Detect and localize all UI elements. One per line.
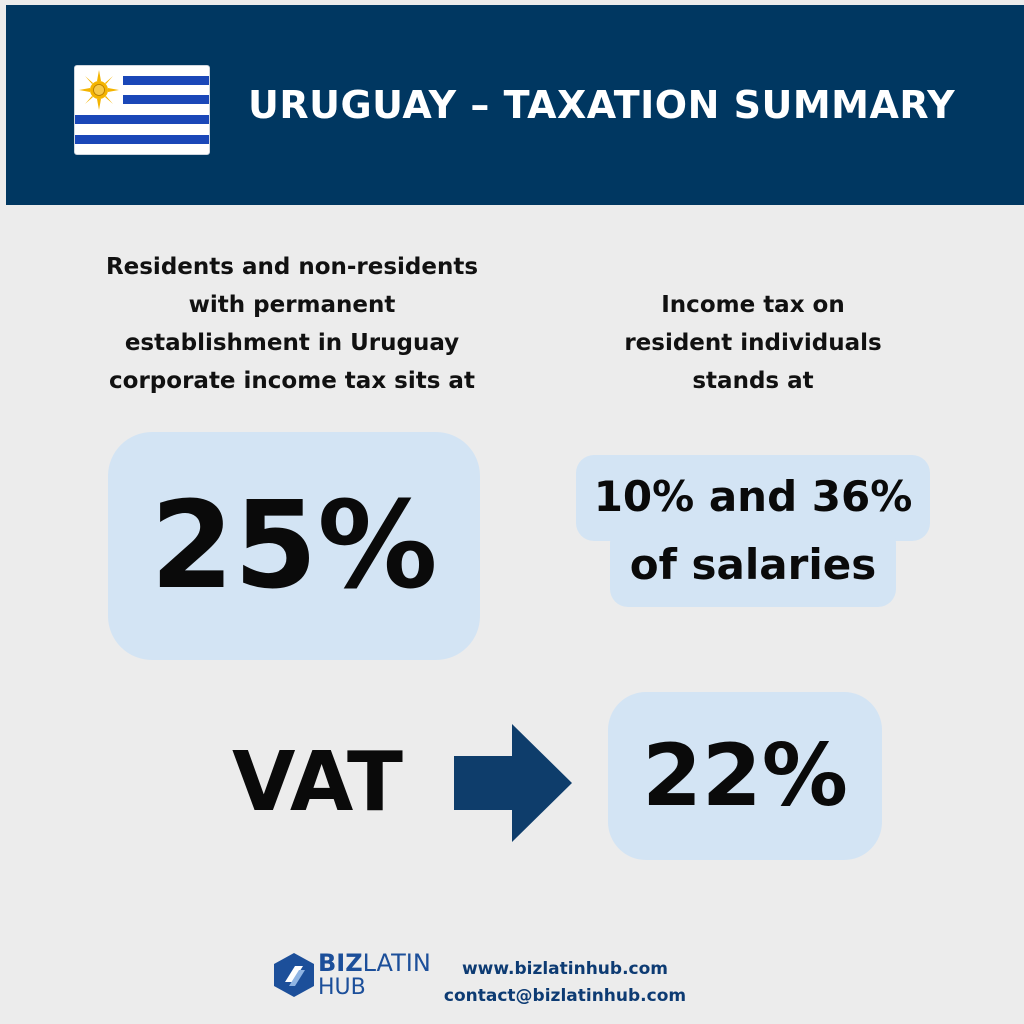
corporate-description-line: establishment in Uruguay — [124, 330, 460, 356]
corporate-tax-rate-badge: 25% — [108, 432, 480, 660]
individual-description-line: Income tax on — [661, 292, 845, 318]
individual-rate-line: of salaries — [629, 540, 877, 589]
vat-label: VAT — [232, 735, 403, 830]
contact-info: www.bizlatinhub.com contact@bizlatinhub.… — [440, 956, 690, 1010]
arrow-right-icon — [454, 724, 574, 846]
individual-rate-line: 10% and 36% — [593, 472, 913, 521]
vat-rate-badge: 22% — [608, 692, 882, 860]
individual-tax-description: Income tax on resident individuals stand… — [590, 286, 916, 400]
brand-wordmark: BIZLATIN HUB — [318, 949, 431, 1000]
individual-description-line: stands at — [692, 368, 814, 394]
biz-latin-hub-logo-icon — [272, 952, 316, 1002]
website-link[interactable]: www.bizlatinhub.com — [461, 959, 669, 979]
email-link[interactable]: contact@bizlatinhub.com — [443, 986, 687, 1006]
individual-description-line: resident individuals — [624, 330, 882, 356]
corporate-description-line: Residents and non-residents — [105, 254, 479, 280]
uruguay-flag-icon — [74, 65, 210, 155]
page-title: URUGUAY – TAXATION SUMMARY — [248, 83, 956, 127]
header-banner: URUGUAY – TAXATION SUMMARY — [6, 5, 1024, 205]
brand-latin: LATIN — [362, 949, 431, 977]
corporate-description-line: corporate income tax sits at — [109, 368, 475, 394]
corporate-description-line: with permanent — [188, 292, 396, 318]
corporate-tax-description: Residents and non-residents with permane… — [92, 248, 492, 400]
individual-tax-rate-badge: 10% and 36% of salaries — [576, 455, 930, 607]
brand-hub: HUB — [318, 975, 366, 1000]
brand-biz: BIZ — [318, 949, 363, 977]
